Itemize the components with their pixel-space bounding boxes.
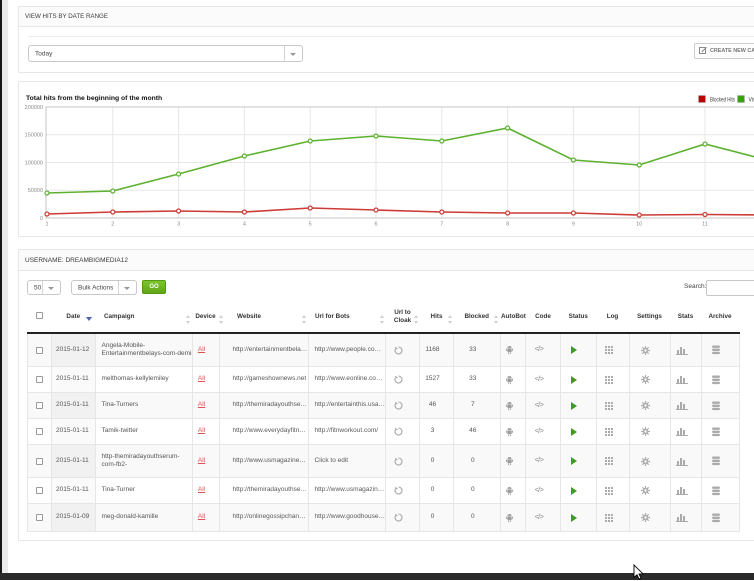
svg-text:6: 6 — [374, 222, 377, 228]
svg-text:8: 8 — [506, 222, 509, 228]
svg-text:0: 0 — [40, 216, 43, 222]
svg-text:50000: 50000 — [28, 188, 43, 194]
svg-text:10: 10 — [636, 222, 642, 228]
svg-text:3: 3 — [177, 222, 180, 228]
svg-text:7: 7 — [440, 222, 443, 228]
svg-text:4: 4 — [243, 222, 246, 228]
svg-text:Visitors H: Visitors H — [749, 98, 754, 104]
svg-text:150000: 150000 — [25, 133, 43, 139]
svg-text:Total hits from the beginning: Total hits from the beginning of the mon… — [26, 95, 162, 102]
svg-text:2: 2 — [111, 222, 114, 228]
svg-text:200000: 200000 — [25, 105, 43, 111]
svg-text:1: 1 — [45, 222, 48, 228]
svg-text:100000: 100000 — [25, 161, 43, 167]
svg-text:5: 5 — [309, 222, 312, 228]
svg-text:Blocked Hits: Blocked Hits — [710, 98, 735, 104]
svg-text:11: 11 — [702, 222, 708, 228]
svg-text:9: 9 — [572, 222, 575, 228]
